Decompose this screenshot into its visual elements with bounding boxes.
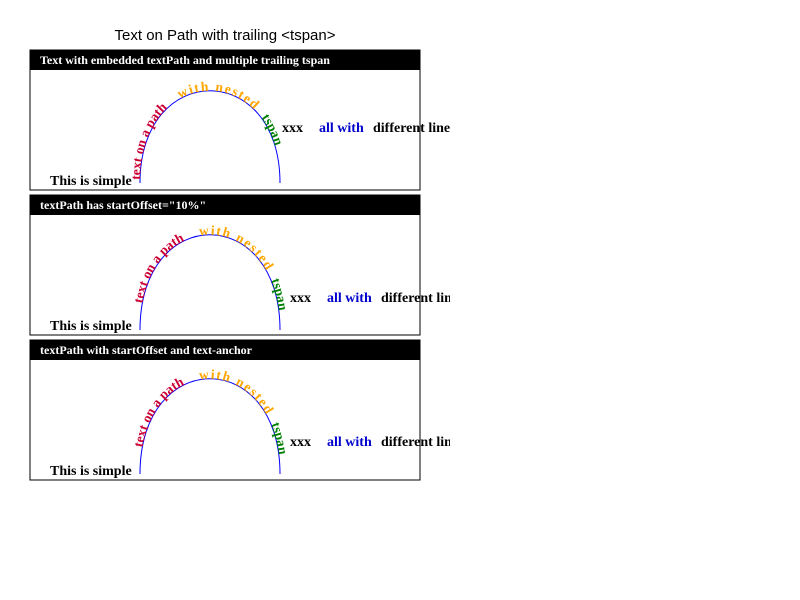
panel-frame [29, 194, 421, 336]
page-title: Text on Path with trailing <tspan> [115, 27, 336, 44]
trailing-xxx: xxx [290, 291, 311, 306]
panel-1: Text with embedded textPath and multiple… [29, 49, 450, 191]
panel-frame [29, 49, 421, 191]
trailing-rest: different line [381, 291, 458, 306]
panel-header: Text with embedded textPath and multiple… [40, 53, 330, 67]
panel-header-bar [30, 50, 420, 70]
trailing-rest: different line [381, 435, 458, 450]
trailing-blue: all with [327, 435, 372, 450]
trailing-xxx: xxx [290, 435, 311, 450]
trailing-xxx: xxx [282, 121, 303, 136]
trailing-blue: all with [319, 121, 364, 136]
simple-text: This is simple [50, 464, 132, 479]
panel-header: textPath has startOffset="10%" [40, 198, 206, 212]
simple-text: This is simple [50, 174, 132, 189]
panel-header-bar [30, 195, 420, 215]
trailing-rest: different line [373, 121, 450, 136]
panel-3: textPath with startOffset and text-ancho… [29, 339, 458, 481]
panel-2: textPath has startOffset="10%" This is s… [29, 194, 458, 336]
panel-frame [29, 339, 421, 481]
trailing-blue: all with [327, 291, 372, 306]
simple-text: This is simple [50, 319, 132, 334]
panel-header: textPath with startOffset and text-ancho… [40, 343, 253, 357]
panel-header-bar [30, 340, 420, 360]
